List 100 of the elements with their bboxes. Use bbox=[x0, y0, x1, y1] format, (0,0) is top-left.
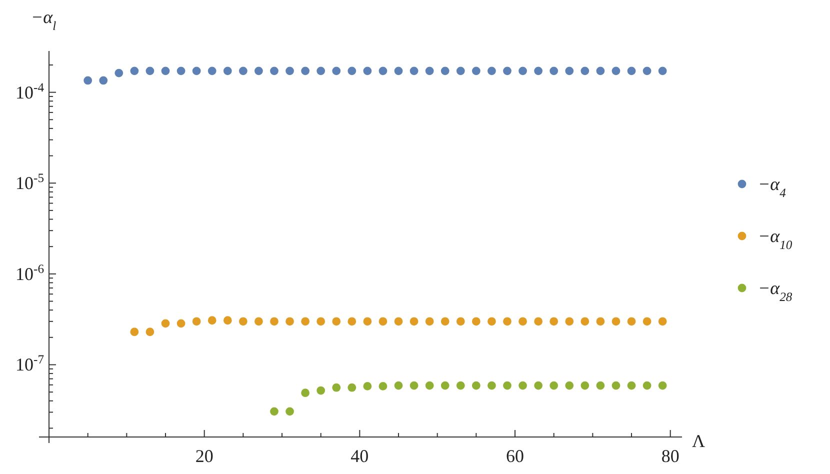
point bbox=[286, 407, 294, 416]
point bbox=[518, 66, 527, 76]
point bbox=[146, 66, 154, 76]
point bbox=[348, 66, 356, 76]
x-tick-label: 40 bbox=[350, 446, 369, 466]
point bbox=[642, 317, 652, 326]
point bbox=[488, 381, 496, 390]
point bbox=[642, 381, 652, 390]
point bbox=[363, 66, 372, 76]
point bbox=[550, 66, 558, 76]
point bbox=[410, 317, 418, 326]
point bbox=[565, 66, 574, 76]
point bbox=[378, 382, 388, 390]
point bbox=[254, 66, 263, 76]
point bbox=[612, 66, 620, 76]
point bbox=[658, 66, 667, 76]
point bbox=[84, 76, 92, 85]
point bbox=[130, 66, 139, 76]
point bbox=[580, 317, 590, 326]
y-axis-title: −α$_{l}$ bbox=[31, 7, 57, 33]
point bbox=[658, 317, 667, 326]
point bbox=[596, 381, 605, 390]
point bbox=[223, 316, 232, 325]
point bbox=[208, 66, 216, 76]
point bbox=[596, 66, 605, 76]
point bbox=[208, 316, 216, 325]
point bbox=[456, 381, 465, 390]
point bbox=[488, 317, 496, 326]
x-axis-title: Λ bbox=[692, 431, 706, 451]
x-tick-label: 60 bbox=[506, 446, 524, 466]
point bbox=[565, 381, 574, 390]
point bbox=[99, 76, 108, 85]
point bbox=[378, 66, 388, 76]
point bbox=[627, 317, 636, 326]
point bbox=[332, 383, 341, 392]
point bbox=[316, 66, 326, 76]
point bbox=[472, 66, 480, 76]
point bbox=[503, 317, 512, 326]
point bbox=[394, 66, 403, 76]
point bbox=[130, 328, 139, 336]
y-tick-label: 10$^{-5}$ bbox=[16, 171, 44, 194]
point bbox=[176, 319, 186, 328]
point bbox=[503, 381, 512, 390]
point bbox=[488, 66, 496, 76]
point bbox=[472, 381, 480, 390]
point bbox=[425, 317, 434, 326]
point bbox=[192, 317, 201, 326]
point bbox=[425, 66, 434, 76]
point bbox=[534, 317, 543, 326]
point bbox=[642, 66, 652, 76]
y-tick-label: 10$^{-4}$ bbox=[16, 80, 45, 102]
point bbox=[348, 383, 356, 392]
point bbox=[286, 317, 294, 326]
point bbox=[394, 317, 403, 326]
legend-label: −α$_{28}$ bbox=[758, 278, 793, 304]
point bbox=[580, 381, 590, 390]
point bbox=[472, 317, 480, 326]
point bbox=[440, 381, 450, 390]
point bbox=[394, 381, 403, 390]
point bbox=[456, 66, 465, 76]
point bbox=[456, 317, 465, 326]
point bbox=[612, 317, 620, 326]
y-tick-label: 10$^{-6}$ bbox=[16, 262, 44, 284]
legend-label: −α$_{10}$ bbox=[758, 226, 793, 252]
point bbox=[301, 66, 310, 76]
point bbox=[503, 66, 512, 76]
point bbox=[332, 66, 341, 76]
point bbox=[161, 66, 170, 76]
point bbox=[440, 66, 450, 76]
y-tick-label: 10$^{-7}$ bbox=[16, 352, 44, 375]
legend-label: −α$_{4}$ bbox=[758, 174, 787, 200]
x-tick-label: 20 bbox=[195, 446, 214, 466]
point bbox=[425, 381, 434, 390]
point bbox=[270, 317, 278, 326]
point bbox=[627, 66, 636, 76]
point bbox=[114, 68, 124, 78]
x-tick-label: 80 bbox=[661, 446, 680, 466]
point bbox=[286, 66, 294, 76]
point bbox=[270, 66, 278, 76]
point bbox=[550, 381, 558, 390]
point bbox=[534, 381, 543, 390]
point bbox=[612, 381, 620, 390]
point bbox=[565, 317, 574, 326]
point bbox=[658, 381, 667, 390]
point bbox=[596, 317, 605, 326]
point bbox=[363, 382, 372, 390]
point bbox=[534, 66, 543, 76]
point bbox=[410, 381, 418, 390]
point bbox=[192, 66, 201, 76]
point bbox=[348, 317, 356, 326]
point bbox=[518, 317, 527, 326]
point bbox=[238, 317, 248, 326]
point bbox=[238, 66, 248, 76]
point bbox=[440, 317, 450, 326]
point bbox=[223, 66, 232, 76]
point bbox=[410, 66, 418, 76]
point bbox=[332, 317, 341, 326]
point bbox=[363, 317, 372, 326]
point bbox=[270, 407, 278, 416]
point bbox=[550, 317, 558, 326]
